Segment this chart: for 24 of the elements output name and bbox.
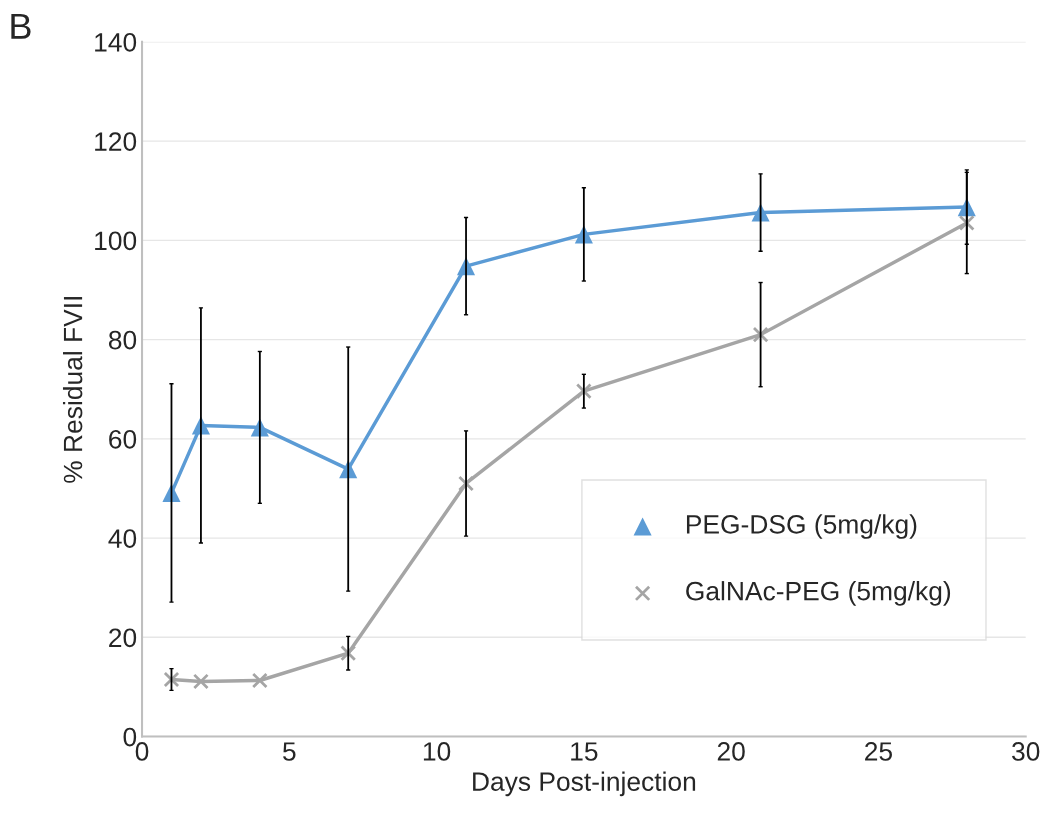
x-axis-title: Days Post-injection xyxy=(473,771,696,797)
point xyxy=(251,672,268,689)
y-tick-label: 60 xyxy=(109,429,137,449)
legend-label: PEG-DSG (5mg/kg) xyxy=(686,514,917,539)
y-tick-label: 120 xyxy=(95,132,137,151)
x-tick-label: 20 xyxy=(717,742,745,761)
x-tick-label: 15 xyxy=(571,742,598,761)
x-tick-label: 10 xyxy=(423,742,451,761)
y-tick-label: 80 xyxy=(108,330,137,350)
y-tick-label: 0 xyxy=(123,727,137,747)
y-tick-label: 40 xyxy=(108,529,137,548)
point xyxy=(752,326,769,343)
y-tick-label: 140 xyxy=(95,32,137,52)
y-tick-label: 20 xyxy=(109,628,137,648)
point xyxy=(163,671,180,688)
x-tick-label: 25 xyxy=(865,742,892,761)
chart-title: B xyxy=(11,13,31,39)
y-axis-title: % Residual FVII xyxy=(62,297,83,483)
x-tick-label: 30 xyxy=(1012,742,1040,761)
x-tick-label: 5 xyxy=(283,742,296,761)
x-tick-label: 0 xyxy=(135,742,149,761)
y-tick-label: 100 xyxy=(95,231,137,251)
legend-label: GalNAc-PEG (5mg/kg) xyxy=(686,581,951,606)
point xyxy=(192,673,209,690)
